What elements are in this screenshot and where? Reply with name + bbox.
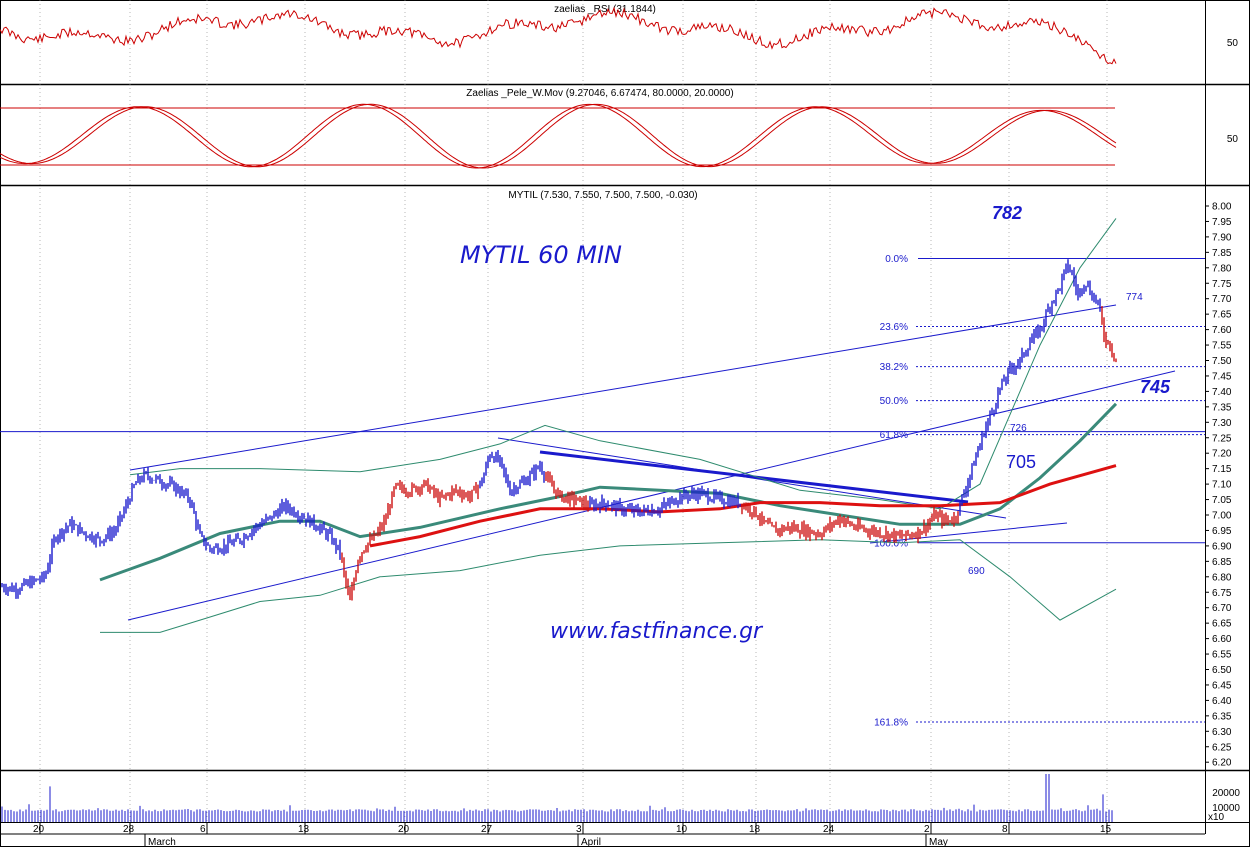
fib-level-label: 100.0% (874, 538, 908, 549)
label-705: 705 (1006, 452, 1036, 472)
price-tick-label: 7.65 (1212, 310, 1232, 321)
label-774: 774 (1126, 292, 1143, 303)
price-tick-label: 6.75 (1212, 588, 1232, 599)
price-tick-label: 6.85 (1212, 557, 1232, 568)
stochastic-panel: Zaelias _Pele_W.Mov (9.27046, 6.67474, 8… (0, 88, 1239, 169)
price-tick-label: 6.20 (1212, 758, 1232, 769)
price-tick-label: 6.50 (1212, 665, 1232, 676)
price-candles (1, 259, 1117, 601)
x-tick-label: 3 (576, 824, 582, 835)
month-label: May (929, 837, 948, 847)
price-tick-label: 7.45 (1212, 371, 1232, 382)
thick-downtrend-line (539, 450, 969, 504)
x-tick-label: 18 (749, 824, 761, 835)
price-tick-label: 6.25 (1212, 742, 1232, 753)
rsi-title: zaelias _RSI (31.1844) (554, 4, 656, 15)
fib-level-label: 161.8% (874, 718, 908, 729)
price-y-axis: 8.00 7.95 7.90 7.85 7.80 7.75 7.70 7.65 7.60 7.55… (1205, 202, 1232, 769)
label-690: 690 (968, 566, 985, 577)
price-tick-label: 7.90 (1212, 232, 1232, 243)
fib-level-label: 38.2% (880, 362, 908, 373)
price-tick-label: 7.20 (1212, 449, 1232, 460)
bollinger-lower-band (100, 539, 1117, 633)
price-tick-label: 6.40 (1212, 696, 1232, 707)
price-tick-label: 8.00 (1212, 202, 1232, 213)
volume-tick-10000: 10000 (1212, 803, 1240, 814)
volume-panel: 20000 10000 x10 (1, 774, 1240, 823)
bollinger-upper-band (129, 218, 1117, 510)
x-tick-label: 28 (123, 824, 135, 835)
month-label: March (148, 837, 176, 847)
x-tick-label: 20 (398, 824, 410, 835)
price-tick-label: 7.70 (1212, 294, 1232, 305)
price-tick-label: 7.60 (1212, 325, 1232, 336)
stochastic-title: Zaelias _Pele_W.Mov (9.27046, 6.67474, 8… (466, 88, 733, 99)
stochastic-line-slow (0, 103, 1117, 169)
label-745: 745 (1140, 377, 1171, 397)
price-tick-label: 7.50 (1212, 356, 1232, 367)
price-tick-label: 7.30 (1212, 418, 1232, 429)
x-tick-label: 2 (924, 824, 930, 835)
channel-upper-trendline (129, 304, 1117, 471)
price-tick-label: 6.90 (1212, 541, 1232, 552)
price-tick-label: 7.15 (1212, 464, 1232, 475)
x-tick-label: 15 (1100, 824, 1112, 835)
price-tick-label: 6.60 (1212, 634, 1232, 645)
price-tick-label: 6.70 (1212, 603, 1232, 614)
x-tick-label: 8 (1002, 824, 1008, 835)
vertical-gridlines (39, 0, 1108, 822)
price-tick-label: 7.10 (1212, 480, 1232, 491)
stochastic-tick-50: 50 (1227, 134, 1239, 145)
price-tick-label: 7.75 (1212, 279, 1232, 290)
price-tick-label: 7.00 (1212, 511, 1232, 522)
x-tick-label: 24 (823, 824, 835, 835)
x-tick-label: 20 (33, 824, 45, 835)
moving-average-green (99, 402, 1118, 582)
price-tick-label: 6.80 (1212, 572, 1232, 583)
label-726: 726 (1010, 423, 1027, 434)
price-tick-label: 6.45 (1212, 680, 1232, 691)
price-title: MYTIL (7.530, 7.550, 7.500, 7.500, -0.03… (508, 190, 697, 201)
fib-level-label: 61.8% (880, 430, 908, 441)
support-trendline (869, 522, 1068, 544)
price-tick-label: 7.35 (1212, 402, 1232, 413)
price-tick-label: 7.05 (1212, 495, 1232, 506)
chart-annotation-title: MYTIL 60 MIN (460, 241, 622, 269)
x-tick-label: 6 (200, 824, 206, 835)
channel-lower-trendline (127, 370, 1176, 621)
stochastic-line-fast (0, 103, 1117, 169)
rsi-line (0, 6, 1117, 65)
x-tick-label: 10 (676, 824, 688, 835)
x-tick-label: 27 (481, 824, 493, 835)
rsi-tick-50: 50 (1227, 38, 1239, 49)
price-tick-label: 6.55 (1212, 650, 1232, 661)
price-tick-label: 7.95 (1212, 217, 1232, 228)
watermark-url: www.fastfinance.gr (550, 619, 764, 644)
rsi-panel: zaelias _RSI (31.1844) 50 (0, 4, 1239, 65)
x-tick-label: 13 (298, 824, 310, 835)
price-tick-label: 6.65 (1212, 619, 1232, 630)
month-label: April (581, 837, 601, 847)
target-label-782: 782 (992, 203, 1022, 223)
fib-level-label: 50.0% (880, 396, 908, 407)
volume-multiplier: x10 (1208, 812, 1225, 823)
price-tick-label: 6.95 (1212, 526, 1232, 537)
fib-level-label: 0.0% (885, 254, 908, 265)
price-tick-label: 7.55 (1212, 341, 1232, 352)
price-tick-label: 6.30 (1212, 727, 1232, 738)
volume-bars (1, 774, 1113, 822)
price-panel: MYTIL (7.530, 7.550, 7.500, 7.500, -0.03… (0, 190, 1232, 769)
fib-level-label: 23.6% (880, 322, 908, 333)
price-tick-label: 7.80 (1212, 263, 1232, 274)
price-tick-label: 7.85 (1212, 248, 1232, 259)
fibonacci-levels: 0.0% 23.6% 38.2% 50.0% 61.8% 100.0% 161.8% (874, 254, 1205, 729)
price-tick-label: 7.25 (1212, 433, 1232, 444)
price-tick-label: 6.35 (1212, 711, 1232, 722)
volume-tick-20000: 20000 (1212, 788, 1240, 799)
price-tick-label: 7.40 (1212, 387, 1232, 398)
